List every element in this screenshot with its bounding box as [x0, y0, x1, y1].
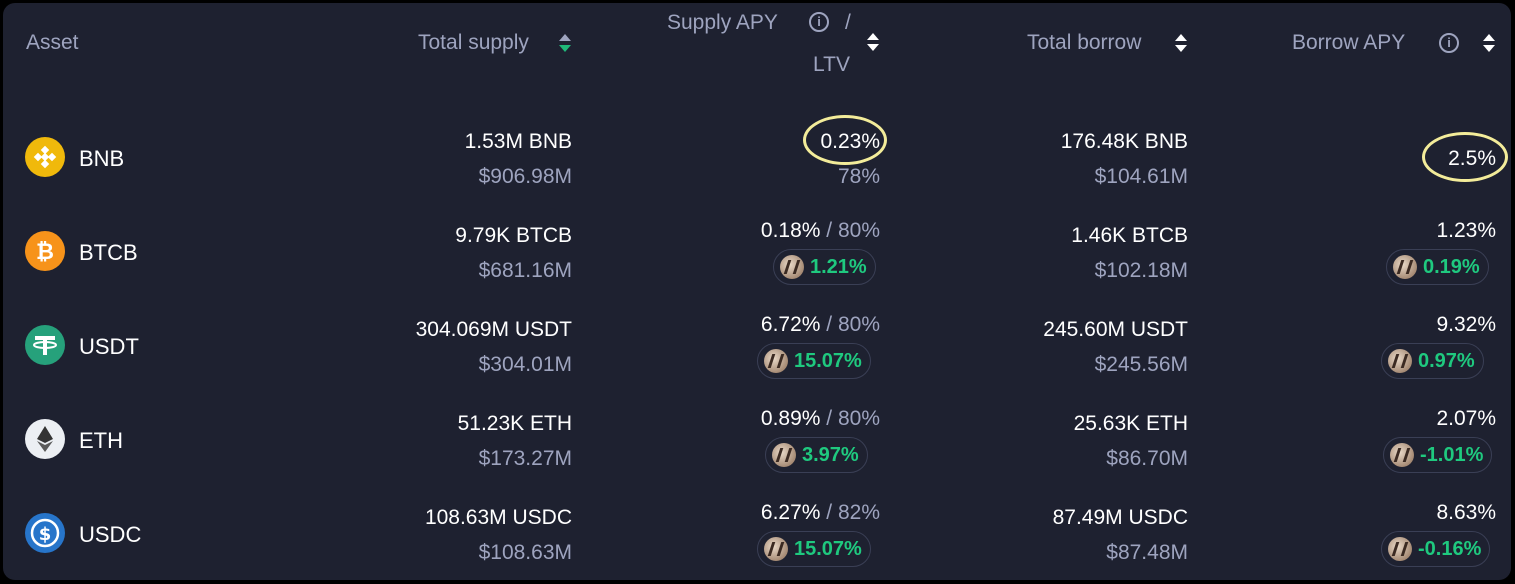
- usdt-icon: [25, 325, 65, 365]
- supply-amount: 9.79K BTCB: [455, 224, 572, 247]
- ltv-value: / 80%: [820, 219, 880, 242]
- svg-text:$: $: [39, 524, 52, 545]
- eth-icon: [25, 419, 65, 459]
- supply-apy: 0.89%: [760, 407, 821, 430]
- sort-supply-apy-icon[interactable]: [867, 31, 879, 53]
- header-total-supply[interactable]: Total supply: [418, 31, 529, 54]
- supply-usd: $304.01M: [478, 353, 572, 376]
- supply-apy: 6.27%: [760, 501, 821, 524]
- bnb-icon: [25, 137, 65, 177]
- supply-apy-ltv: 0.18% / 80%: [761, 219, 880, 243]
- table-row-bnb[interactable]: BNB 1.53M BNB $906.98M 0.23% 78% 176.48K…: [3, 109, 1511, 203]
- supply-reward-apy: 3.97%: [802, 443, 859, 466]
- supply-amount: 304.069M USDT: [415, 318, 572, 341]
- header-total-borrow[interactable]: Total borrow: [1027, 31, 1142, 54]
- borrow-reward-apy: 0.19%: [1423, 255, 1480, 278]
- xvs-reward-icon: [780, 255, 804, 279]
- borrow-reward-badge[interactable]: 0.97%: [1381, 343, 1484, 379]
- supply-amount: 1.53M BNB: [464, 130, 572, 153]
- svg-text:₿: ₿: [36, 240, 54, 265]
- xvs-reward-icon: [764, 537, 788, 561]
- highlight-ring-borrow-apy: [1422, 132, 1508, 182]
- supply-usd: $173.27M: [478, 447, 572, 470]
- usdc-icon: $: [25, 513, 65, 553]
- highlight-ring-supply-apy: [803, 115, 887, 165]
- borrow-amount: 1.46K BTCB: [1071, 224, 1188, 247]
- supply-reward-apy: 15.07%: [794, 537, 862, 560]
- supply-apy: 6.72%: [760, 313, 821, 336]
- borrow-amount: 176.48K BNB: [1060, 130, 1188, 153]
- header-supply-apy[interactable]: Supply APY: [667, 11, 778, 34]
- borrow-reward-badge[interactable]: 0.19%: [1386, 249, 1489, 285]
- borrow-usd: $104.61M: [1094, 165, 1188, 188]
- supply-reward-apy: 1.21%: [810, 255, 867, 278]
- borrow-apy: 9.32%: [1436, 313, 1496, 336]
- borrow-usd: $102.18M: [1094, 259, 1188, 282]
- supply-apy-ltv: 6.72% / 80%: [761, 313, 880, 337]
- supply-usd: $681.16M: [478, 259, 572, 282]
- supply-reward-badge[interactable]: 15.07%: [757, 531, 871, 567]
- sort-total-borrow-icon[interactable]: [1175, 32, 1187, 54]
- table-row-usdc[interactable]: $ USDC 108.63M USDC $108.63M 6.27% / 82%…: [3, 485, 1511, 579]
- supply-apy: 0.18%: [760, 219, 821, 242]
- header-ltv[interactable]: LTV: [813, 53, 850, 76]
- supply-amount: 51.23K ETH: [457, 412, 572, 435]
- supply-reward-badge[interactable]: 1.21%: [773, 249, 876, 285]
- supply-usd: $108.63M: [478, 541, 572, 564]
- xvs-reward-icon: [1388, 349, 1412, 373]
- header-borrow-apy[interactable]: Borrow APY: [1292, 31, 1406, 54]
- table-row-usdt[interactable]: USDT 304.069M USDT $304.01M 6.72% / 80% …: [3, 297, 1511, 391]
- borrow-apy: 2.07%: [1436, 407, 1496, 430]
- supply-apy-ltv: 6.27% / 82%: [761, 501, 880, 525]
- supply-reward-badge[interactable]: 15.07%: [757, 343, 871, 379]
- table-row-btcb[interactable]: ₿ BTCB 9.79K BTCB $681.16M 0.18% / 80% 1…: [3, 203, 1511, 297]
- xvs-reward-icon: [772, 443, 796, 467]
- xvs-reward-icon: [1390, 443, 1414, 467]
- borrow-reward-badge[interactable]: -0.16%: [1381, 531, 1491, 567]
- ltv-value: 78%: [837, 165, 880, 188]
- borrow-reward-apy: -0.16%: [1418, 537, 1482, 560]
- borrow-reward-apy: 0.97%: [1418, 349, 1475, 372]
- borrow-apy: 1.23%: [1436, 219, 1496, 242]
- supply-apy-info-icon[interactable]: i: [809, 12, 829, 32]
- supply-reward-apy: 15.07%: [794, 349, 862, 372]
- header-slash: /: [845, 11, 851, 34]
- header-asset: Asset: [26, 31, 79, 54]
- ltv-value: / 80%: [820, 407, 880, 430]
- borrow-amount: 87.49M USDC: [1052, 506, 1188, 529]
- markets-table: Asset Total supply Supply APY i / LTV To…: [3, 3, 1511, 580]
- supply-usd: $906.98M: [478, 165, 572, 188]
- borrow-amount: 25.63K ETH: [1073, 412, 1188, 435]
- borrow-usd: $245.56M: [1094, 353, 1188, 376]
- xvs-reward-icon: [1388, 537, 1412, 561]
- supply-amount: 108.63M USDC: [424, 506, 572, 529]
- ltv-value: / 82%: [820, 501, 880, 524]
- btcb-icon: ₿: [25, 231, 65, 271]
- sort-borrow-apy-icon[interactable]: [1483, 32, 1495, 54]
- borrow-amount: 245.60M USDT: [1043, 318, 1188, 341]
- asset-name: USDT: [79, 334, 139, 359]
- sort-total-supply-icon[interactable]: [559, 32, 571, 54]
- borrow-apy: 8.63%: [1436, 501, 1496, 524]
- supply-apy-ltv: 0.89% / 80%: [761, 407, 880, 431]
- xvs-reward-icon: [764, 349, 788, 373]
- asset-name: BTCB: [79, 240, 138, 265]
- xvs-reward-icon: [1393, 255, 1417, 279]
- ltv-value: / 80%: [820, 313, 880, 336]
- borrow-reward-badge[interactable]: -1.01%: [1383, 437, 1493, 473]
- borrow-usd: $86.70M: [1106, 447, 1188, 470]
- asset-name: USDC: [79, 522, 142, 547]
- asset-name: BNB: [79, 146, 125, 171]
- borrow-apy-info-icon[interactable]: i: [1439, 33, 1459, 53]
- supply-reward-badge[interactable]: 3.97%: [765, 437, 868, 473]
- borrow-reward-apy: -1.01%: [1420, 443, 1484, 466]
- asset-name: ETH: [79, 428, 123, 453]
- table-row-eth[interactable]: ETH 51.23K ETH $173.27M 0.89% / 80% 3.97…: [3, 391, 1511, 485]
- borrow-usd: $87.48M: [1106, 541, 1188, 564]
